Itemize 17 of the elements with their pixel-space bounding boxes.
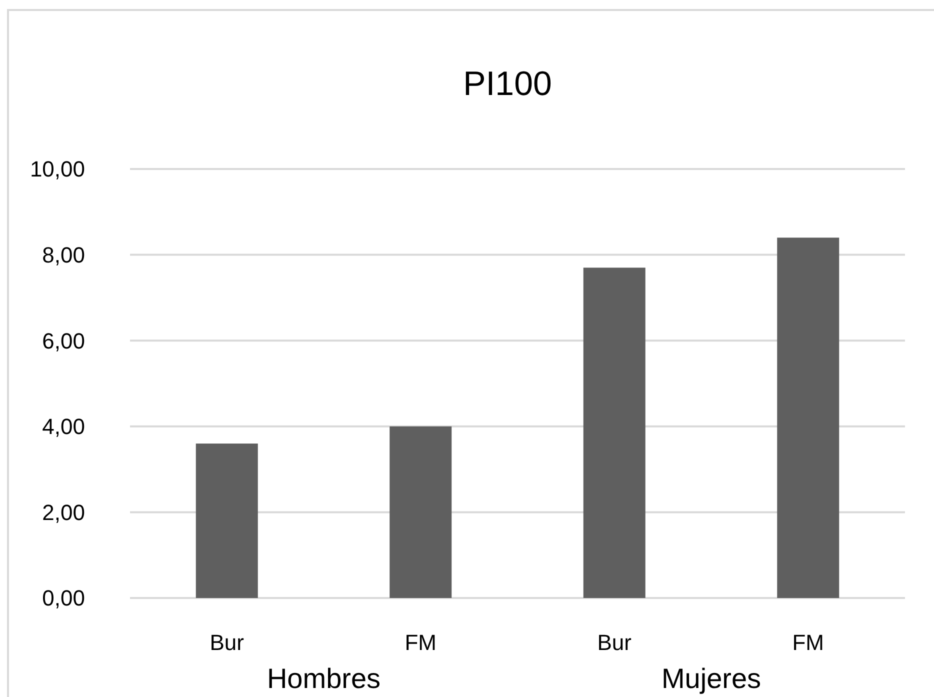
- text: Hombres: [266, 663, 381, 694]
- y-tick-label: 2,00: [42, 500, 85, 525]
- y-tick-label: 6,00: [42, 328, 85, 354]
- x-tick-label: Bur: [210, 630, 244, 655]
- text: Mujeres: [661, 663, 762, 694]
- y-tick-label: 8,00: [42, 242, 85, 268]
- bar: [196, 444, 258, 598]
- bar: [583, 268, 646, 598]
- x-tick-label: Bur: [597, 630, 632, 655]
- y-tick-label: 0,00: [42, 586, 85, 611]
- x-tick-label: FM: [792, 630, 824, 655]
- bar: [777, 238, 840, 598]
- x-tick-label: FM: [404, 630, 437, 655]
- y-tick-label: 10,00: [30, 156, 85, 182]
- chart-title: PI100: [463, 65, 552, 103]
- bar: [390, 426, 452, 598]
- y-tick-label: 4,00: [42, 414, 85, 440]
